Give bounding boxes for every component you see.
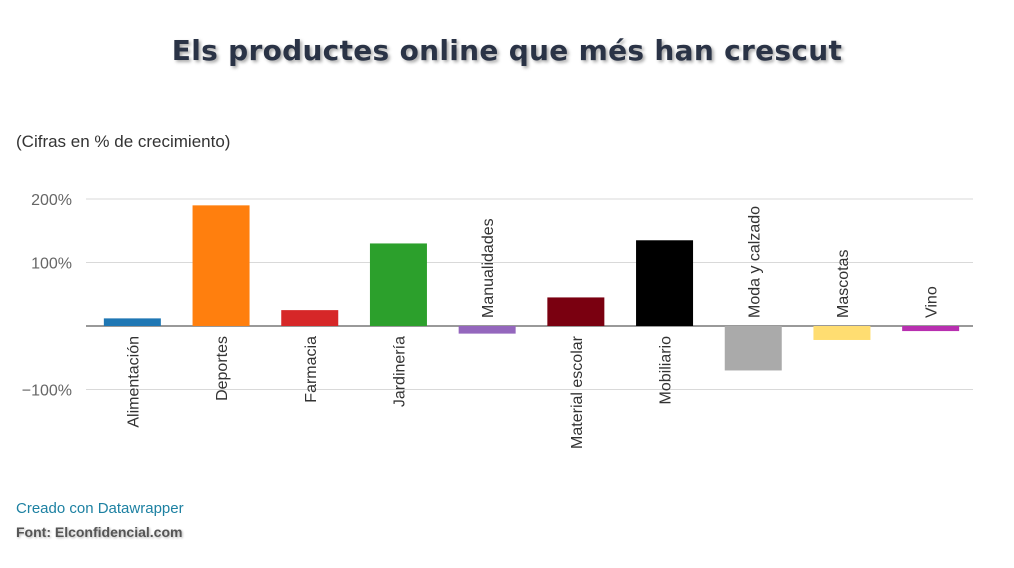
y-tick-label: 100% [31,256,72,273]
bar-9 [902,326,960,332]
y-tick-label: −100% [22,383,72,400]
category-label: Farmacia [303,336,320,403]
category-label: Mobiliario [658,336,675,405]
bar-chart: 200% 100% −100% Alimentación Deportes Farmaci… [22,192,973,449]
datawrapper-credit-link[interactable]: Creado con Datawrapper [16,500,184,517]
bar-5 [547,297,605,326]
category-label: Manualidades [480,218,497,318]
category-label: Mascotas [835,250,852,318]
bar-6 [636,240,694,326]
bar-2 [281,310,339,326]
category-label: Vino [924,286,941,318]
chart-title: Els productes online que més han crescut [171,34,843,67]
y-tick-label: 200% [31,192,72,209]
label-layer: 200% 100% −100% Alimentación Deportes Farmaci… [22,192,941,449]
category-label: Alimentación [125,336,142,428]
bar-4 [458,326,516,334]
bar-8 [813,326,871,340]
category-label: Deportes [214,336,231,401]
category-label: Moda y calzado [746,206,763,318]
bar-3 [369,243,427,326]
bar-0 [103,318,161,326]
source-note: Font: Elconfidencial.com [16,524,183,540]
category-label: Jardinería [391,336,408,407]
chart-subtitle: (Cifras en % de crecimiento) [16,132,231,151]
bar-7 [724,326,782,371]
category-label: Material escolar [569,335,586,449]
bar-layer [103,205,960,371]
bar-1 [192,205,250,326]
